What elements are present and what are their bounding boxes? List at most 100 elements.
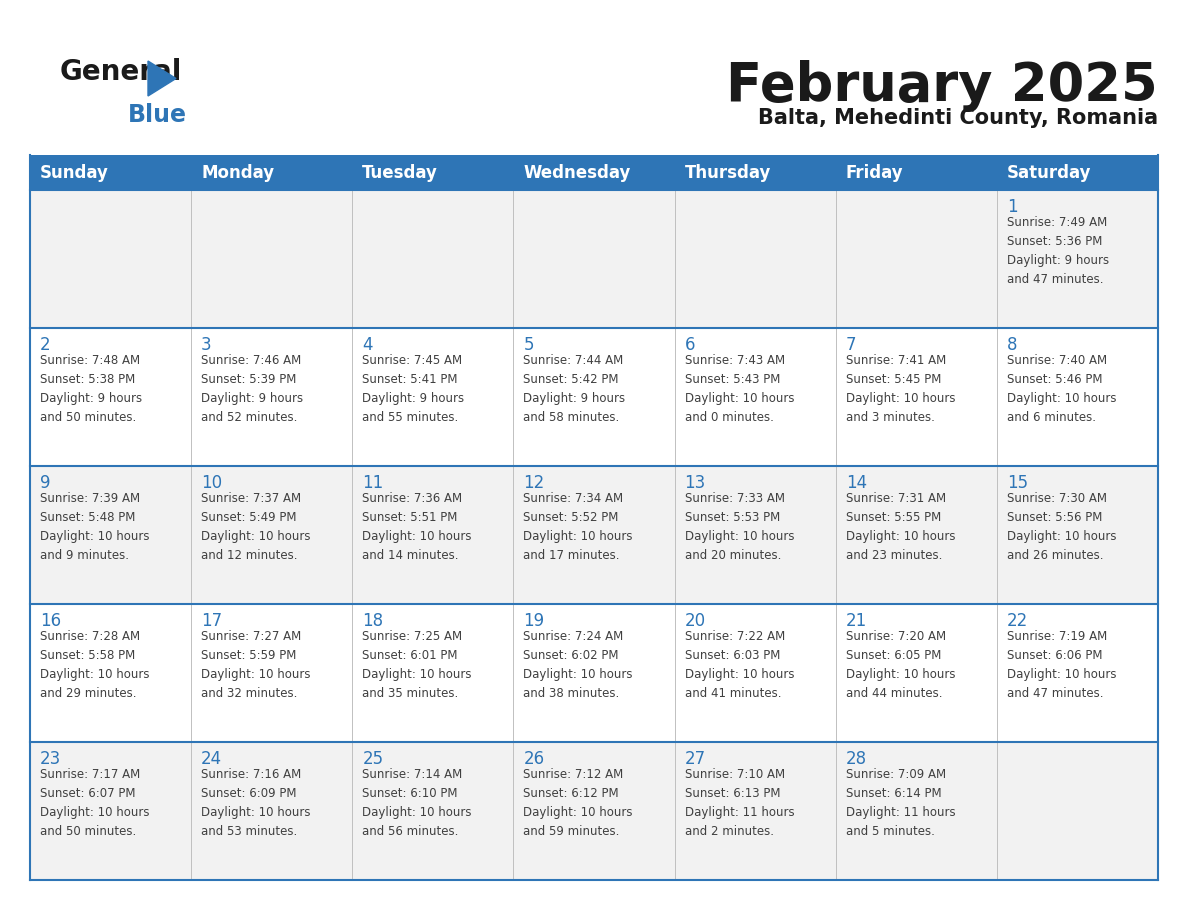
Text: Sunset: 6:12 PM: Sunset: 6:12 PM <box>524 787 619 800</box>
Text: and 53 minutes.: and 53 minutes. <box>201 825 297 838</box>
Text: Sunset: 6:10 PM: Sunset: 6:10 PM <box>362 787 457 800</box>
Text: Sunrise: 7:30 AM: Sunrise: 7:30 AM <box>1007 492 1107 505</box>
Text: Daylight: 10 hours: Daylight: 10 hours <box>362 668 472 681</box>
Text: Daylight: 11 hours: Daylight: 11 hours <box>684 806 795 819</box>
Text: Daylight: 10 hours: Daylight: 10 hours <box>40 806 150 819</box>
Text: and 58 minutes.: and 58 minutes. <box>524 411 620 424</box>
Text: Sunrise: 7:49 AM: Sunrise: 7:49 AM <box>1007 216 1107 229</box>
Text: Sunrise: 7:17 AM: Sunrise: 7:17 AM <box>40 768 140 781</box>
Text: and 2 minutes.: and 2 minutes. <box>684 825 773 838</box>
Text: Sunset: 6:06 PM: Sunset: 6:06 PM <box>1007 649 1102 662</box>
Text: Sunset: 5:42 PM: Sunset: 5:42 PM <box>524 373 619 386</box>
Text: and 9 minutes.: and 9 minutes. <box>40 549 129 562</box>
Text: and 0 minutes.: and 0 minutes. <box>684 411 773 424</box>
Text: Sunrise: 7:10 AM: Sunrise: 7:10 AM <box>684 768 785 781</box>
Text: Thursday: Thursday <box>684 163 771 182</box>
Text: Monday: Monday <box>201 163 274 182</box>
Text: Sunrise: 7:22 AM: Sunrise: 7:22 AM <box>684 630 785 643</box>
Bar <box>30 466 1158 604</box>
Text: 8: 8 <box>1007 336 1017 354</box>
Text: Daylight: 9 hours: Daylight: 9 hours <box>524 392 626 405</box>
Text: 10: 10 <box>201 474 222 492</box>
Text: Sunset: 5:46 PM: Sunset: 5:46 PM <box>1007 373 1102 386</box>
Text: 18: 18 <box>362 612 384 630</box>
Text: Balta, Mehedinti County, Romania: Balta, Mehedinti County, Romania <box>758 108 1158 128</box>
Text: Sunset: 5:43 PM: Sunset: 5:43 PM <box>684 373 781 386</box>
Text: and 12 minutes.: and 12 minutes. <box>201 549 298 562</box>
Text: 23: 23 <box>40 750 62 768</box>
Text: Sunrise: 7:46 AM: Sunrise: 7:46 AM <box>201 354 302 367</box>
Text: Friday: Friday <box>846 163 903 182</box>
Text: 7: 7 <box>846 336 857 354</box>
Text: Daylight: 10 hours: Daylight: 10 hours <box>684 668 794 681</box>
Text: and 17 minutes.: and 17 minutes. <box>524 549 620 562</box>
Text: Sunrise: 7:48 AM: Sunrise: 7:48 AM <box>40 354 140 367</box>
Text: and 47 minutes.: and 47 minutes. <box>1007 687 1104 700</box>
Text: Sunset: 6:02 PM: Sunset: 6:02 PM <box>524 649 619 662</box>
Text: Sunrise: 7:25 AM: Sunrise: 7:25 AM <box>362 630 462 643</box>
Text: and 32 minutes.: and 32 minutes. <box>201 687 297 700</box>
Text: Sunset: 5:39 PM: Sunset: 5:39 PM <box>201 373 297 386</box>
Text: Daylight: 9 hours: Daylight: 9 hours <box>1007 254 1108 267</box>
Text: Sunset: 6:03 PM: Sunset: 6:03 PM <box>684 649 781 662</box>
Text: 14: 14 <box>846 474 867 492</box>
Text: February 2025: February 2025 <box>726 60 1158 112</box>
Text: and 50 minutes.: and 50 minutes. <box>40 411 137 424</box>
Text: Daylight: 10 hours: Daylight: 10 hours <box>524 668 633 681</box>
Text: 9: 9 <box>40 474 51 492</box>
Text: and 56 minutes.: and 56 minutes. <box>362 825 459 838</box>
Text: Sunset: 5:45 PM: Sunset: 5:45 PM <box>846 373 941 386</box>
Text: Sunrise: 7:28 AM: Sunrise: 7:28 AM <box>40 630 140 643</box>
Text: Daylight: 9 hours: Daylight: 9 hours <box>362 392 465 405</box>
Text: Sunrise: 7:36 AM: Sunrise: 7:36 AM <box>362 492 462 505</box>
Text: 22: 22 <box>1007 612 1028 630</box>
Text: Daylight: 10 hours: Daylight: 10 hours <box>1007 392 1117 405</box>
Text: 6: 6 <box>684 336 695 354</box>
Text: and 50 minutes.: and 50 minutes. <box>40 825 137 838</box>
Text: and 38 minutes.: and 38 minutes. <box>524 687 620 700</box>
Text: Sunset: 5:53 PM: Sunset: 5:53 PM <box>684 511 779 524</box>
Text: and 52 minutes.: and 52 minutes. <box>201 411 297 424</box>
Text: Sunset: 5:38 PM: Sunset: 5:38 PM <box>40 373 135 386</box>
Text: 15: 15 <box>1007 474 1028 492</box>
Text: and 14 minutes.: and 14 minutes. <box>362 549 459 562</box>
Text: 27: 27 <box>684 750 706 768</box>
Text: Sunset: 5:51 PM: Sunset: 5:51 PM <box>362 511 457 524</box>
Text: Sunset: 5:58 PM: Sunset: 5:58 PM <box>40 649 135 662</box>
Text: and 5 minutes.: and 5 minutes. <box>846 825 935 838</box>
Text: and 55 minutes.: and 55 minutes. <box>362 411 459 424</box>
Text: and 29 minutes.: and 29 minutes. <box>40 687 137 700</box>
Text: and 26 minutes.: and 26 minutes. <box>1007 549 1104 562</box>
Text: Sunrise: 7:43 AM: Sunrise: 7:43 AM <box>684 354 785 367</box>
Text: Sunrise: 7:33 AM: Sunrise: 7:33 AM <box>684 492 784 505</box>
Text: Sunset: 6:14 PM: Sunset: 6:14 PM <box>846 787 941 800</box>
Text: Blue: Blue <box>128 103 187 127</box>
Text: Sunrise: 7:19 AM: Sunrise: 7:19 AM <box>1007 630 1107 643</box>
Text: Daylight: 10 hours: Daylight: 10 hours <box>846 530 955 543</box>
Text: and 44 minutes.: and 44 minutes. <box>846 687 942 700</box>
Text: General: General <box>61 58 183 86</box>
Text: Sunrise: 7:12 AM: Sunrise: 7:12 AM <box>524 768 624 781</box>
Text: Sunset: 5:52 PM: Sunset: 5:52 PM <box>524 511 619 524</box>
Text: and 59 minutes.: and 59 minutes. <box>524 825 620 838</box>
Text: Sunrise: 7:31 AM: Sunrise: 7:31 AM <box>846 492 946 505</box>
Text: and 20 minutes.: and 20 minutes. <box>684 549 781 562</box>
Text: Daylight: 11 hours: Daylight: 11 hours <box>846 806 955 819</box>
Text: 17: 17 <box>201 612 222 630</box>
Text: Sunday: Sunday <box>40 163 109 182</box>
Text: 19: 19 <box>524 612 544 630</box>
Text: 16: 16 <box>40 612 61 630</box>
Text: and 41 minutes.: and 41 minutes. <box>684 687 781 700</box>
Text: Daylight: 10 hours: Daylight: 10 hours <box>40 530 150 543</box>
Text: Sunset: 5:59 PM: Sunset: 5:59 PM <box>201 649 297 662</box>
Text: Sunrise: 7:45 AM: Sunrise: 7:45 AM <box>362 354 462 367</box>
Text: Sunrise: 7:34 AM: Sunrise: 7:34 AM <box>524 492 624 505</box>
Text: Sunrise: 7:40 AM: Sunrise: 7:40 AM <box>1007 354 1107 367</box>
Text: Sunrise: 7:14 AM: Sunrise: 7:14 AM <box>362 768 462 781</box>
Text: Daylight: 9 hours: Daylight: 9 hours <box>40 392 143 405</box>
Text: 26: 26 <box>524 750 544 768</box>
Text: 13: 13 <box>684 474 706 492</box>
Text: 1: 1 <box>1007 198 1017 216</box>
Text: Sunset: 6:13 PM: Sunset: 6:13 PM <box>684 787 781 800</box>
Bar <box>30 155 191 190</box>
